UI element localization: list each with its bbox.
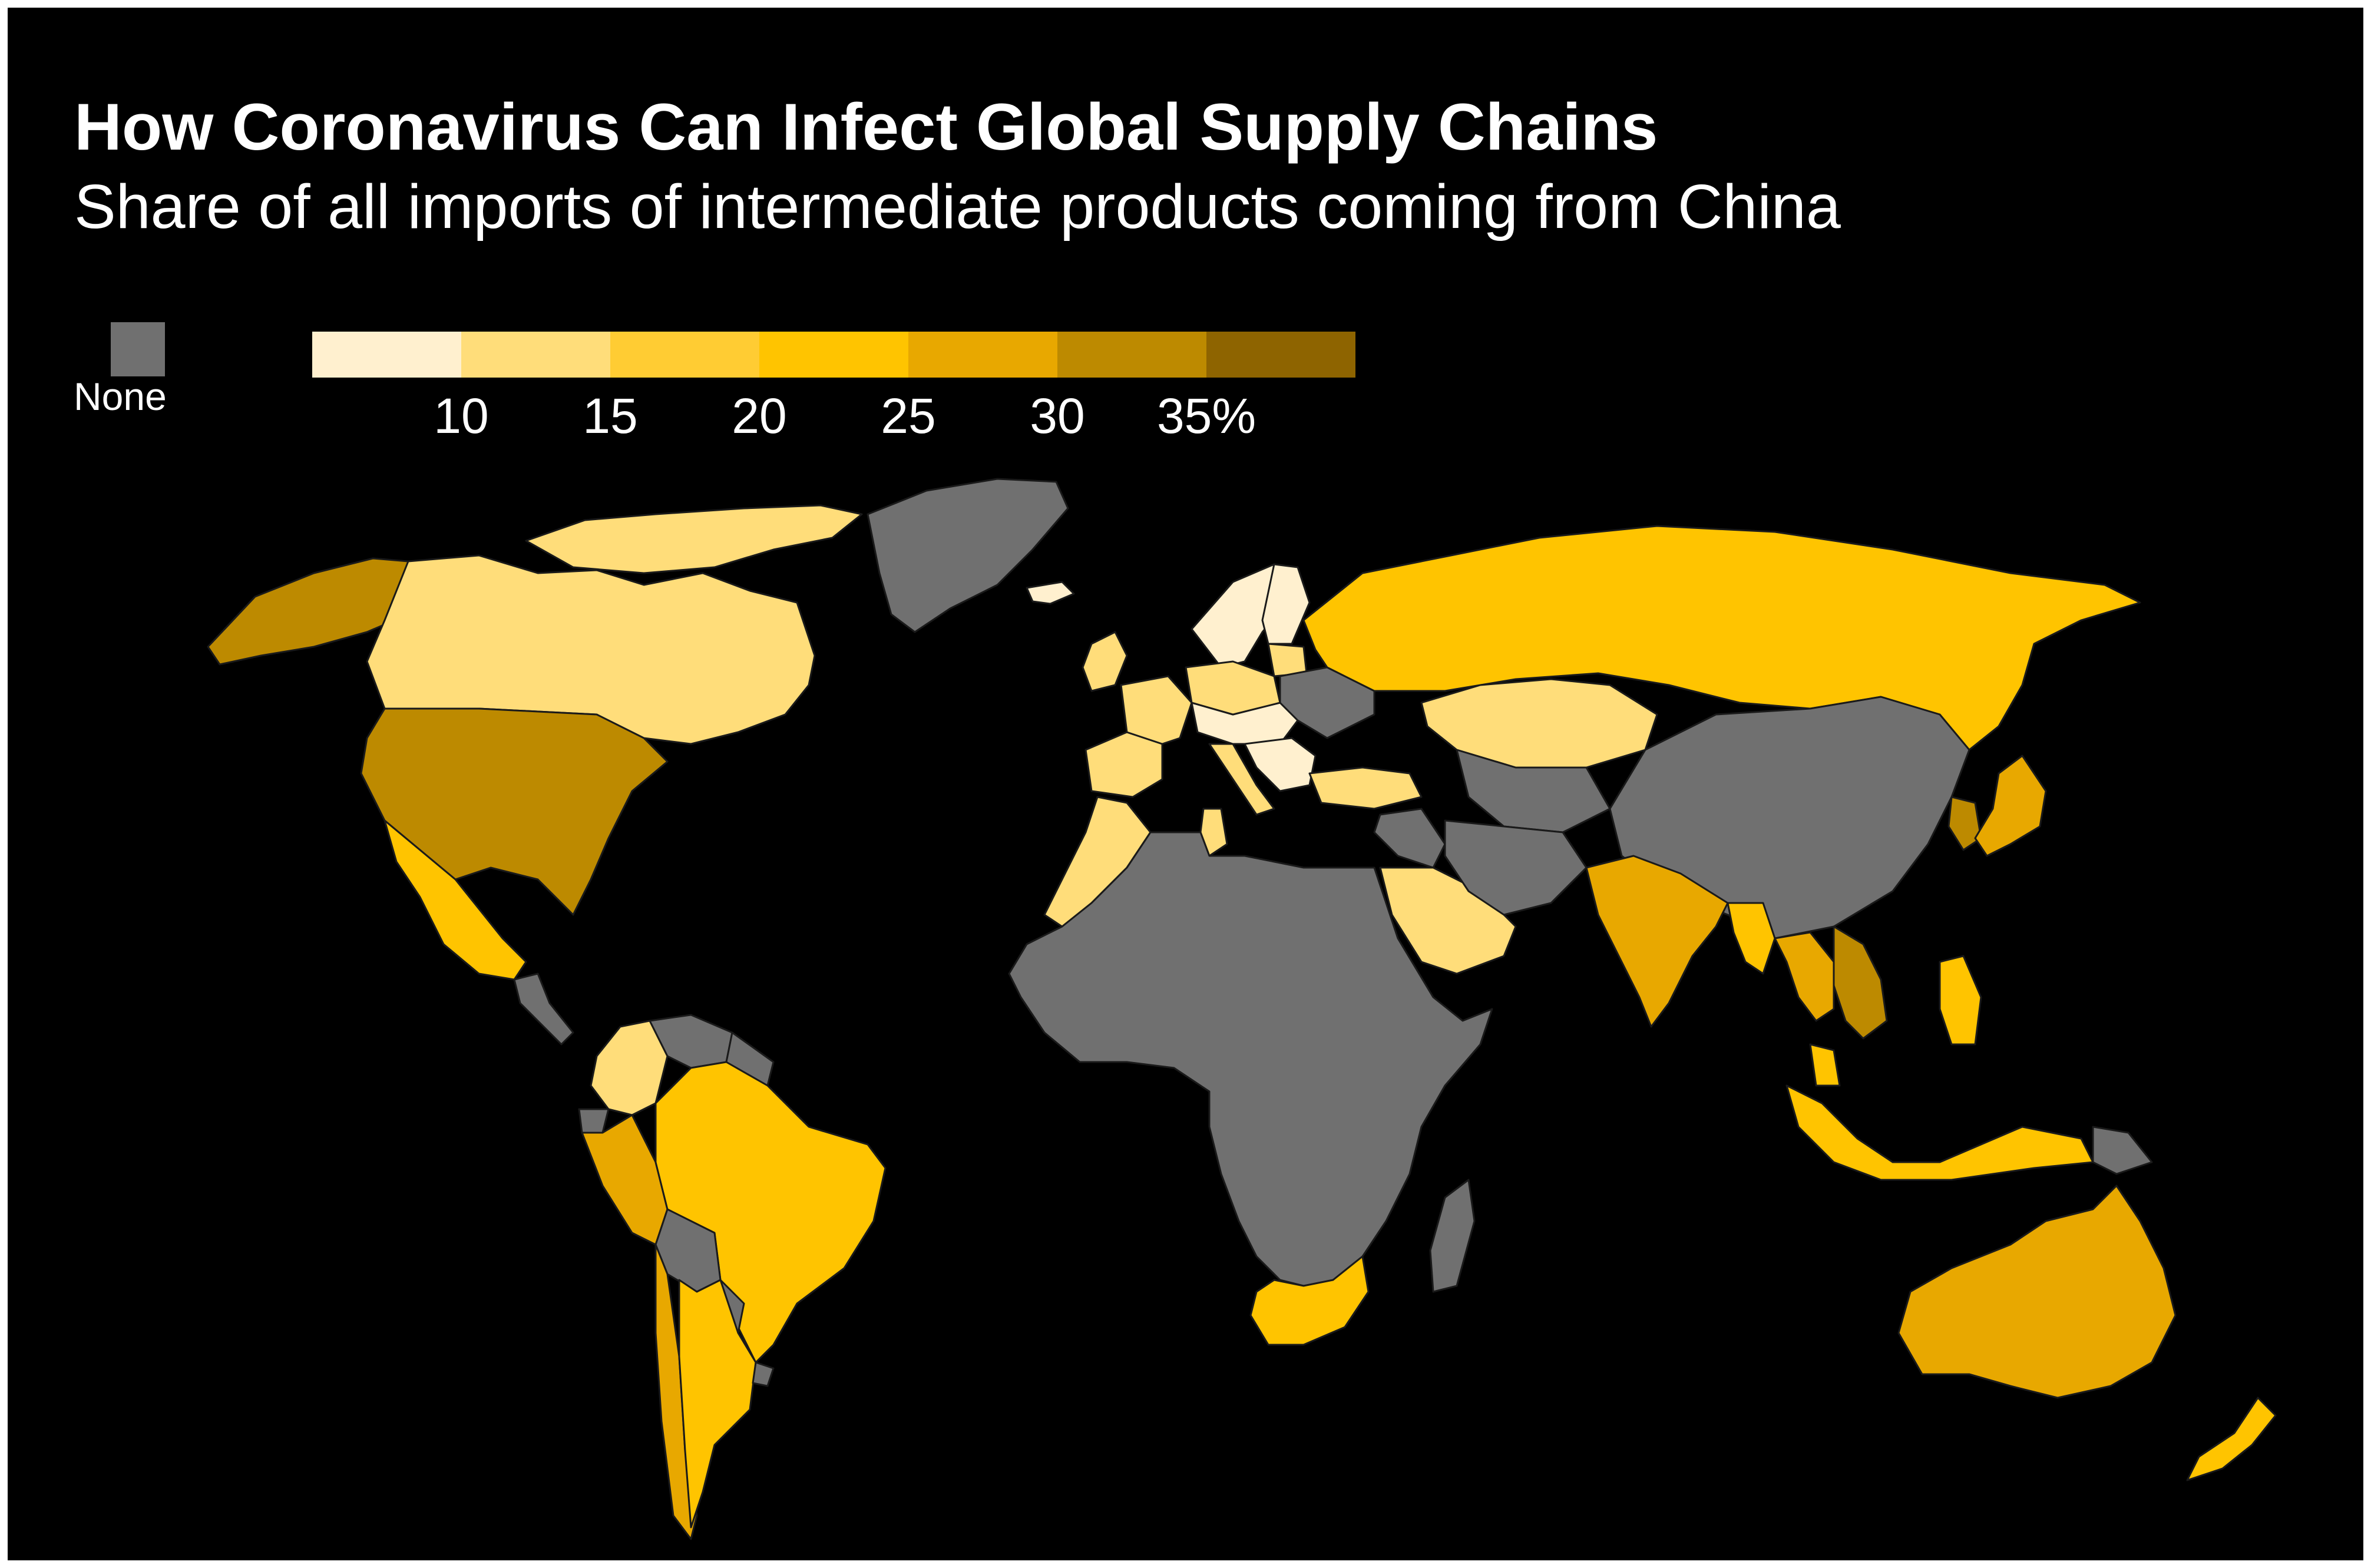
- country-iberia: [1084, 731, 1163, 798]
- legend-swatch-0: [312, 332, 461, 378]
- country-central-asia: [1456, 749, 1611, 833]
- country-madagascar: [1429, 1179, 1476, 1293]
- country-australia: [1897, 1185, 2177, 1399]
- legend-tick-label: 20: [732, 388, 787, 444]
- country-iran-afghanistan: [1444, 819, 1588, 916]
- legend-color-scale: [312, 332, 1355, 378]
- country-new-zealand: [2186, 1397, 2277, 1481]
- country-italy: [1208, 743, 1275, 816]
- legend-tick-label: 15: [583, 388, 638, 444]
- country-iceland: [1026, 581, 1075, 605]
- country-balkans: [1244, 737, 1317, 792]
- country-tunisia: [1199, 808, 1228, 857]
- country-canada-arctic: [525, 504, 863, 574]
- country-argentina: [678, 1279, 757, 1529]
- country-france: [1120, 675, 1193, 745]
- world-map: [207, 478, 2277, 1540]
- country-baltics: [1267, 643, 1308, 677]
- country-middle-east: [1373, 808, 1446, 869]
- country-philippines: [1939, 955, 1982, 1046]
- legend-swatch-6: [1206, 332, 1355, 378]
- country-finland: [1261, 563, 1311, 645]
- country-peru: [581, 1114, 669, 1246]
- legend-tick-label: 25: [881, 388, 936, 444]
- country-central-america: [513, 972, 574, 1046]
- country-greenland: [867, 478, 1069, 633]
- country-korea: [1947, 796, 1982, 851]
- country-africa: [1008, 831, 1493, 1287]
- legend-tick-label: 35%: [1156, 388, 1256, 444]
- country-ecuador: [578, 1108, 610, 1134]
- country-uruguay: [752, 1361, 775, 1387]
- legend-swatch-3: [759, 332, 908, 378]
- legend-tick-label: 10: [434, 388, 489, 444]
- legend-swatch-2: [610, 332, 759, 378]
- country-india: [1585, 855, 1729, 1028]
- country-indonesia: [1785, 1084, 2094, 1181]
- country-uk-ireland: [1082, 631, 1128, 692]
- country-vietnam-cambodia: [1833, 925, 1888, 1040]
- legend-none-swatch: [111, 322, 165, 376]
- country-malaysia: [1809, 1043, 1841, 1087]
- country-south-africa: [1249, 1255, 1370, 1346]
- country-papua: [2092, 1126, 2153, 1175]
- country-myanmar: [1727, 902, 1776, 975]
- legend-swatch-5: [1057, 332, 1206, 378]
- legend-swatch-4: [908, 332, 1057, 378]
- country-japan: [1974, 755, 2047, 857]
- country-turkey: [1308, 766, 1423, 810]
- country-mexico: [383, 819, 527, 981]
- country-russia: [1302, 525, 2141, 751]
- chart-frame: How Coronavirus Can Infect Global Supply…: [8, 8, 2363, 1560]
- country-kazakhstan: [1420, 678, 1658, 769]
- legend-none-label: None: [74, 375, 167, 418]
- chart-title: How Coronavirus Can Infect Global Supply…: [74, 90, 1658, 164]
- country-thailand: [1774, 931, 1835, 1022]
- chart-subtitle: Share of all imports of intermediate pro…: [74, 172, 1841, 242]
- country-usa: [360, 707, 669, 916]
- legend-swatch-1: [461, 332, 610, 378]
- legend-tick-label: 30: [1030, 388, 1085, 444]
